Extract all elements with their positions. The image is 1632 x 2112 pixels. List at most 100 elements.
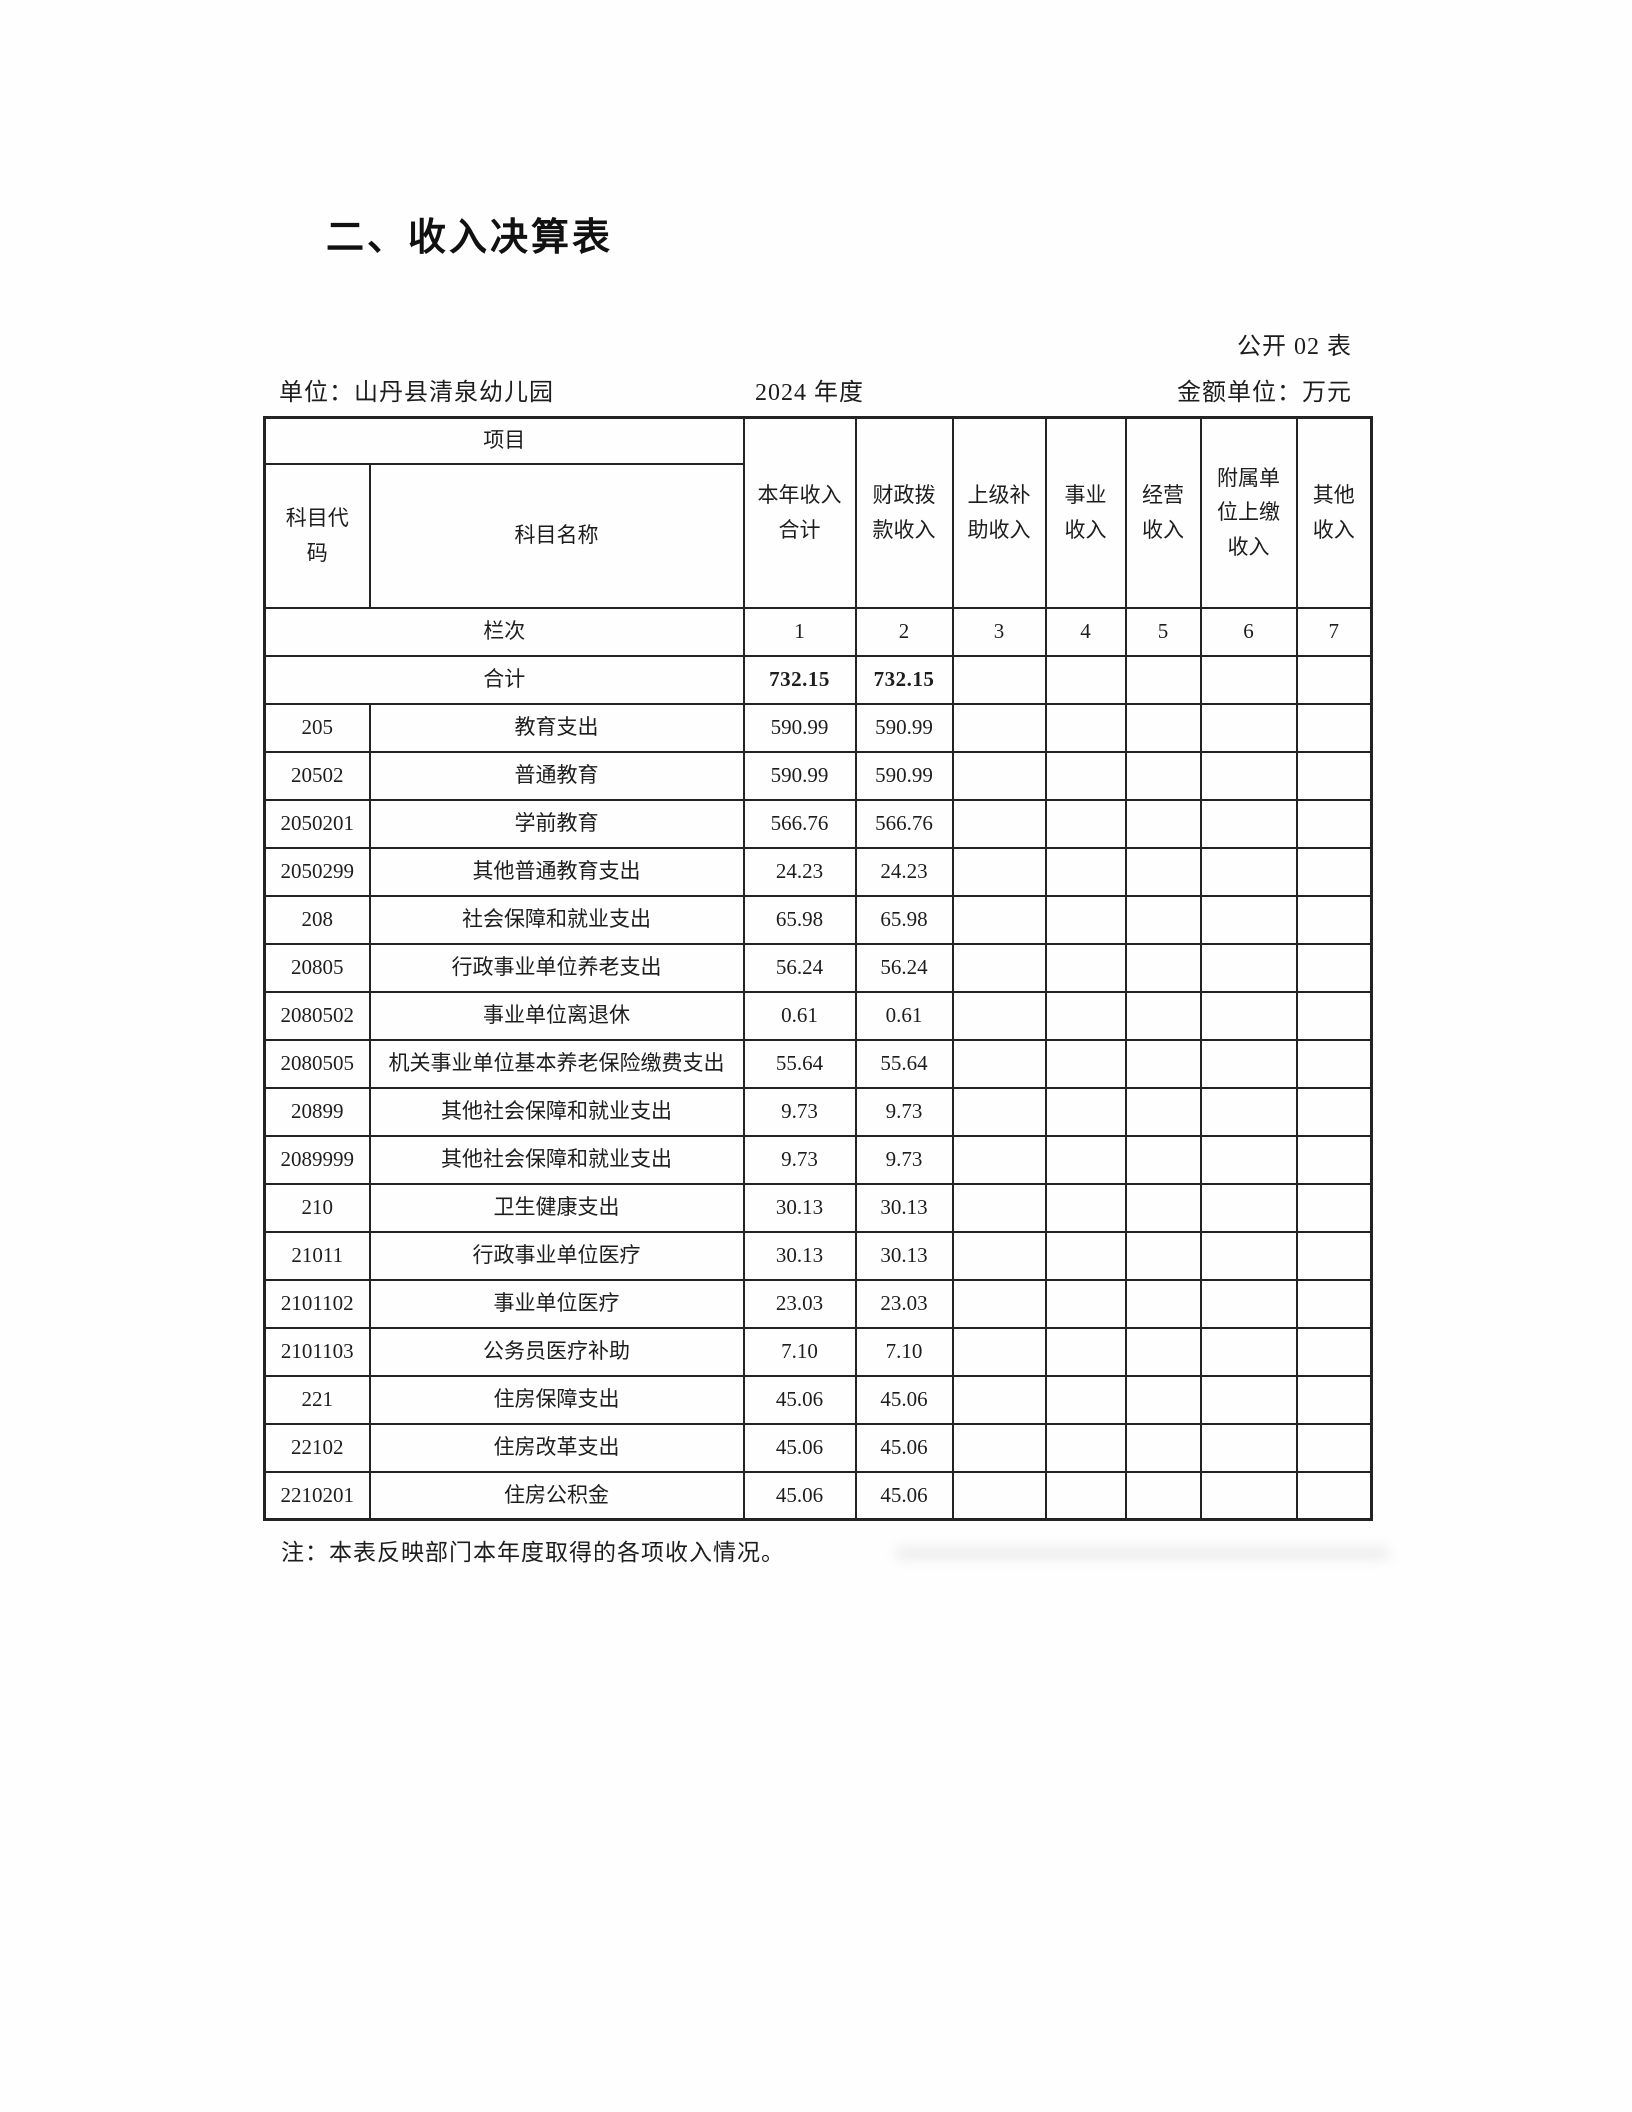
name-cell: 住房保障支出 <box>368 1374 745 1425</box>
unit-label: 单位：山丹县清泉幼儿园 <box>279 380 554 406</box>
empty-cell <box>1199 1278 1298 1329</box>
name-cell: 卫生健康支出 <box>368 1182 745 1233</box>
fiscal-income-cell: 23.03 <box>854 1278 954 1329</box>
code-cell: 2080505 <box>263 1038 371 1089</box>
empty-cell <box>1199 1326 1298 1377</box>
empty-cell <box>1124 846 1202 897</box>
empty-cell <box>1199 894 1298 945</box>
empty-cell <box>1295 1374 1373 1425</box>
total-income-cell: 7.10 <box>742 1326 857 1377</box>
fiscal-income-cell: 45.06 <box>854 1470 954 1521</box>
empty-cell <box>951 894 1047 945</box>
empty-cell <box>951 654 1047 705</box>
total-income-cell: 45.06 <box>742 1470 857 1521</box>
total-row: 合计 732.15 732.15 <box>263 654 1373 705</box>
empty-cell <box>1124 1230 1202 1281</box>
total-income-cell: 56.24 <box>742 942 857 993</box>
code-cell: 2080502 <box>263 990 371 1041</box>
column-number-cell: 5 <box>1124 606 1202 657</box>
empty-cell <box>1044 1230 1127 1281</box>
empty-cell <box>1044 654 1127 705</box>
empty-cell <box>1295 990 1373 1041</box>
sheet-label: 公开 02 表 <box>1237 334 1352 360</box>
empty-cell <box>1044 1470 1127 1521</box>
empty-cell <box>1124 1182 1202 1233</box>
column-number-cell: 1 <box>742 606 857 657</box>
empty-cell <box>1124 1038 1202 1089</box>
empty-cell <box>1199 942 1298 993</box>
fiscal-income-cell: 7.10 <box>854 1326 954 1377</box>
empty-cell <box>1199 846 1298 897</box>
code-cell: 221 <box>263 1374 371 1425</box>
name-cell: 行政事业单位养老支出 <box>368 942 745 993</box>
empty-cell <box>1199 1038 1298 1089</box>
fiscal-income-cell: 0.61 <box>854 990 954 1041</box>
total-income-cell: 590.99 <box>742 750 857 801</box>
empty-cell <box>1295 1230 1373 1281</box>
col-header-fiscal-income: 财政拨 款收入 <box>854 416 954 609</box>
col-header-total-income: 本年收入 合计 <box>742 416 857 609</box>
income-table: 项目 本年收入 合计 财政拨 款收入 上级补 助收入 事业 收入 经营 收入 附… <box>263 416 1373 1521</box>
code-cell: 22102 <box>263 1422 371 1473</box>
empty-cell <box>1295 1326 1373 1377</box>
col-header-affiliated-income: 附属单 位上缴 收入 <box>1199 416 1298 609</box>
empty-cell <box>1044 990 1127 1041</box>
name-cell: 住房改革支出 <box>368 1422 745 1473</box>
empty-cell <box>1295 798 1373 849</box>
empty-cell <box>1044 1278 1127 1329</box>
empty-cell <box>1044 894 1127 945</box>
col-header-superior-subsidy: 上级补 助收入 <box>951 416 1047 609</box>
empty-cell <box>1295 1038 1373 1089</box>
name-cell: 其他普通教育支出 <box>368 846 745 897</box>
column-number-cell: 3 <box>951 606 1047 657</box>
table-row: 21011 行政事业单位医疗 30.13 30.13 <box>263 1230 1373 1281</box>
empty-cell <box>1295 1134 1373 1185</box>
empty-cell <box>1044 702 1127 753</box>
column-number-cell: 6 <box>1199 606 1298 657</box>
page-title: 二、收入决算表 <box>326 217 614 259</box>
table-row: 210 卫生健康支出 30.13 30.13 <box>263 1182 1373 1233</box>
empty-cell <box>1199 1134 1298 1185</box>
total-income-cell: 732.15 <box>742 654 857 705</box>
table-row: 208 社会保障和就业支出 65.98 65.98 <box>263 894 1373 945</box>
code-cell: 20899 <box>263 1086 371 1137</box>
empty-cell <box>951 846 1047 897</box>
total-label-cell: 合计 <box>263 654 745 705</box>
table-row: 2101103 公务员医疗补助 7.10 7.10 <box>263 1326 1373 1377</box>
code-cell: 2210201 <box>263 1470 371 1521</box>
name-cell: 普通教育 <box>368 750 745 801</box>
empty-cell <box>1124 750 1202 801</box>
total-income-cell: 0.61 <box>742 990 857 1041</box>
empty-cell <box>1199 990 1298 1041</box>
empty-cell <box>1199 1470 1298 1521</box>
table-row: 22102 住房改革支出 45.06 45.06 <box>263 1422 1373 1473</box>
empty-cell <box>1044 750 1127 801</box>
project-header-cell: 项目 <box>263 416 745 465</box>
fiscal-income-cell: 732.15 <box>854 654 954 705</box>
fiscal-income-cell: 30.13 <box>854 1182 954 1233</box>
empty-cell <box>1199 798 1298 849</box>
empty-cell <box>1295 846 1373 897</box>
code-cell: 210 <box>263 1182 371 1233</box>
fiscal-income-cell: 65.98 <box>854 894 954 945</box>
empty-cell <box>1124 1422 1202 1473</box>
name-cell: 其他社会保障和就业支出 <box>368 1134 745 1185</box>
empty-cell <box>1124 990 1202 1041</box>
name-cell: 事业单位医疗 <box>368 1278 745 1329</box>
code-cell: 2101102 <box>263 1278 371 1329</box>
empty-cell <box>951 1086 1047 1137</box>
column-number-cell: 7 <box>1295 606 1373 657</box>
table-row: 221 住房保障支出 45.06 45.06 <box>263 1374 1373 1425</box>
empty-cell <box>951 1422 1047 1473</box>
column-number-cell: 2 <box>854 606 954 657</box>
name-cell: 事业单位离退休 <box>368 990 745 1041</box>
code-header-cell: 科目代 码 <box>263 462 371 609</box>
table-row: 20899 其他社会保障和就业支出 9.73 9.73 <box>263 1086 1373 1137</box>
fiscal-income-cell: 566.76 <box>854 798 954 849</box>
empty-cell <box>1044 1326 1127 1377</box>
empty-cell <box>1295 942 1373 993</box>
table-row: 2050201 学前教育 566.76 566.76 <box>263 798 1373 849</box>
empty-cell <box>1124 1086 1202 1137</box>
empty-cell <box>951 942 1047 993</box>
empty-cell <box>951 1182 1047 1233</box>
